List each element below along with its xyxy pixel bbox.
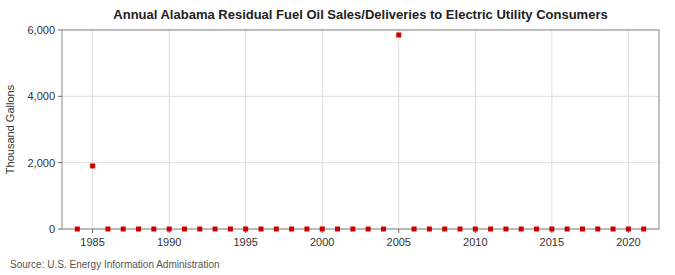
tick-label: 2020 (616, 236, 640, 248)
tick (398, 229, 399, 233)
point (289, 227, 294, 232)
tick (92, 229, 93, 233)
point (213, 227, 218, 232)
point (488, 227, 493, 232)
tick-label: 2015 (540, 236, 564, 248)
plot-frame (62, 30, 659, 229)
point (366, 227, 371, 232)
point (381, 227, 386, 232)
point (565, 227, 570, 232)
point (442, 227, 447, 232)
points (75, 32, 646, 231)
tick-label: 0 (49, 223, 55, 235)
point (458, 227, 463, 232)
tick-label: 1995 (233, 236, 257, 248)
point (549, 227, 554, 232)
point (151, 227, 156, 232)
point (90, 163, 95, 168)
point (412, 227, 417, 232)
tick-label: 6,000 (27, 24, 55, 36)
point (473, 227, 478, 232)
tick-label: 1990 (157, 236, 181, 248)
point (320, 227, 325, 232)
tick-label: 2010 (463, 236, 487, 248)
point (167, 227, 172, 232)
chart: 0 2,000 4,000 6,000 1985 1990 1995 2000 2005 2010… (0, 0, 675, 275)
tick (58, 162, 62, 163)
grid-line (475, 30, 476, 229)
point (595, 227, 600, 232)
grid-line (62, 162, 659, 163)
point (350, 227, 355, 232)
point (197, 227, 202, 232)
point (641, 227, 646, 232)
point (427, 227, 432, 232)
point (611, 227, 616, 232)
grid-line (62, 96, 659, 97)
point (136, 227, 141, 232)
grid (62, 30, 659, 229)
point (519, 227, 524, 232)
grid-line (245, 30, 246, 229)
plot-area (62, 30, 659, 229)
point (259, 227, 264, 232)
grid-line (92, 30, 93, 229)
point (228, 227, 233, 232)
point (121, 227, 126, 232)
tick-label: 4,000 (27, 90, 55, 102)
axes: 0 2,000 4,000 6,000 1985 1990 1995 2000 2005 2010… (27, 24, 659, 248)
tick-label: 1985 (80, 236, 104, 248)
source: Source: U.S. Energy Information Administ… (10, 259, 220, 270)
grid-line (169, 30, 170, 229)
tick-label: 2005 (387, 236, 411, 248)
point (503, 227, 508, 232)
point (396, 32, 401, 37)
point (105, 227, 110, 232)
point (580, 227, 585, 232)
point (534, 227, 539, 232)
title: Annual Alabama Residual Fuel Oil Sales/D… (113, 7, 607, 22)
point (75, 227, 80, 232)
point (626, 227, 631, 232)
tick (58, 96, 62, 97)
point (274, 227, 279, 232)
grid-line (628, 30, 629, 229)
point (335, 227, 340, 232)
grid-line (322, 30, 323, 229)
grid-line (398, 30, 399, 229)
y-axis-label: Thousand Gallons (4, 84, 16, 174)
tick (58, 229, 62, 230)
tick (58, 30, 62, 31)
tick-label: 2000 (310, 236, 334, 248)
point (182, 227, 187, 232)
point (304, 227, 309, 232)
point (243, 227, 248, 232)
tick-label: 2,000 (27, 157, 55, 169)
grid-line (551, 30, 552, 229)
